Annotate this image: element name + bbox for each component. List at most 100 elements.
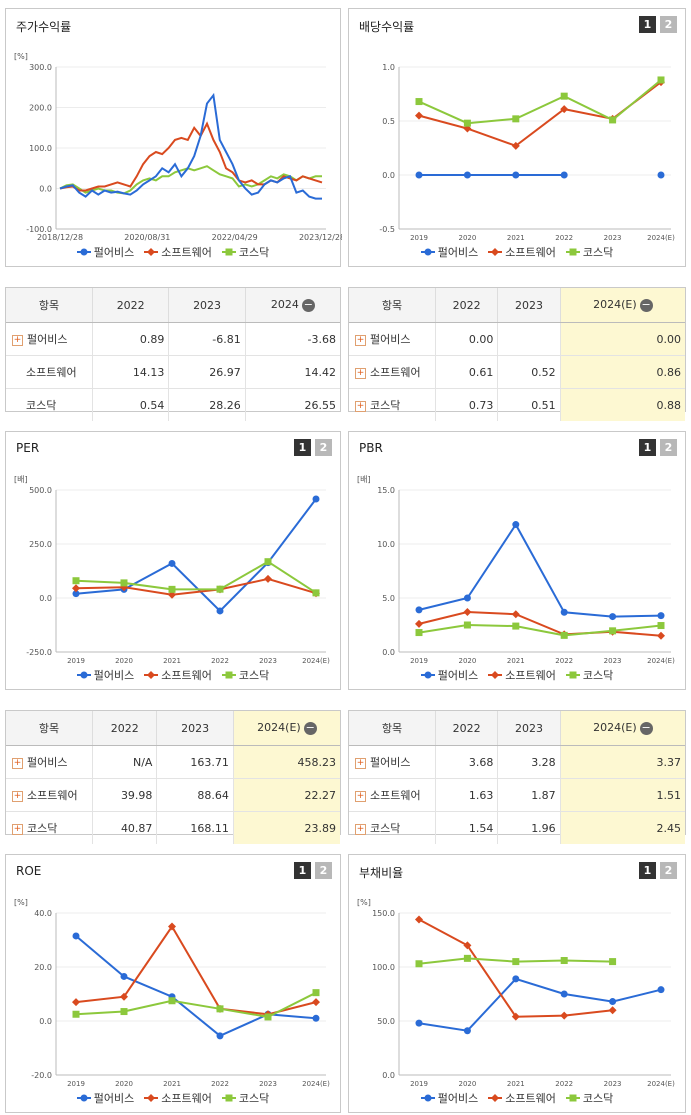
tab-2[interactable]: 2 <box>660 862 677 879</box>
data-point <box>72 932 80 940</box>
data-point <box>120 579 128 587</box>
legend-item[interactable]: 코스닥 <box>221 667 269 683</box>
value-cell: 0.89 <box>92 322 170 356</box>
legend-item[interactable]: 코스닥 <box>565 667 613 683</box>
legend-label: 소프트웨어 <box>505 1092 556 1105</box>
data-table: 항목 2022 2023 2024(E) − + 펄어비스 N/A 163.71 458.23 + 소… <box>6 711 340 844</box>
legend-item[interactable]: 코스닥 <box>565 1090 614 1106</box>
data-point <box>657 631 665 640</box>
row-name: 소프트웨어 <box>26 366 77 379</box>
series-line <box>75 577 317 596</box>
legend-item[interactable]: 펄어비스 <box>76 244 135 260</box>
data-point <box>560 92 568 100</box>
x-tick-label: 2022 <box>555 234 573 242</box>
legend-item[interactable]: 소프트웨어 <box>488 244 556 260</box>
y-tick-label: 20.0 <box>34 963 52 972</box>
y-tick-label: 0.0 <box>39 185 52 194</box>
tab-2[interactable]: 2 <box>660 439 677 456</box>
data-point <box>512 975 520 983</box>
legend-item[interactable]: 소프트웨어 <box>144 667 212 683</box>
collapse-icon[interactable]: − <box>301 297 315 312</box>
chart-legend: 펄어비스 소프트웨어 코스닥 <box>349 1090 685 1106</box>
legend-item[interactable]: 소프트웨어 <box>144 244 212 260</box>
legend-swatch <box>488 671 503 679</box>
chart-tabs: 1 2 <box>294 862 332 879</box>
panel-title: PER <box>16 441 40 455</box>
legend-item[interactable]: 코스닥 <box>221 244 269 260</box>
legend-label: 펄어비스 <box>93 246 135 259</box>
y-unit-label: [%] <box>357 898 371 907</box>
collapse-icon[interactable]: − <box>639 720 653 735</box>
table-header: 2024(E) − <box>560 288 685 323</box>
table-row: 코스닥 0.54 28.26 26.55 <box>6 388 340 421</box>
legend-item[interactable]: 펄어비스 <box>76 667 134 683</box>
expand-icon[interactable]: + <box>12 757 23 769</box>
series-line <box>75 498 317 613</box>
per-chart: [배]500.0 250.0 0.0 -250.0 2019 2020 2021 2022 20… <box>14 475 330 665</box>
expand-icon[interactable]: + <box>355 400 366 412</box>
expand-icon[interactable]: + <box>355 757 366 769</box>
table-header: 2024(E) − <box>233 711 340 746</box>
tab-2[interactable]: 2 <box>315 439 332 456</box>
expand-icon[interactable]: + <box>355 367 366 379</box>
expand-icon[interactable]: + <box>355 790 366 802</box>
legend-item[interactable]: 펄어비스 <box>76 1090 134 1106</box>
collapse-icon[interactable]: − <box>303 720 317 735</box>
x-tick-label: 2022 <box>211 1080 229 1088</box>
row-name-cell: + 펄어비스 <box>6 322 93 356</box>
data-point <box>72 577 80 585</box>
data-point <box>415 1019 423 1027</box>
legend-item[interactable]: 코스닥 <box>221 1090 269 1106</box>
legend-item[interactable]: 코스닥 <box>565 244 613 260</box>
legend-item[interactable]: 펄어비스 <box>420 1090 478 1106</box>
value-cell: 0.73 <box>435 388 499 421</box>
tab-1[interactable]: 1 <box>294 439 311 456</box>
legend-label: 코스닥 <box>582 1092 614 1105</box>
data-point <box>120 972 128 980</box>
x-tick-label: 2018/12/28 <box>37 233 83 242</box>
value-cell <box>497 322 561 356</box>
expand-icon[interactable]: + <box>12 823 23 835</box>
value-cell: 0.00 <box>560 322 685 356</box>
x-tick-label: 2021 <box>507 657 525 665</box>
data-point <box>168 559 176 567</box>
legend-item[interactable]: 소프트웨어 <box>488 667 556 683</box>
series-line <box>418 623 662 637</box>
table-header: 항목 <box>349 288 436 323</box>
expand-icon[interactable]: + <box>355 334 366 346</box>
table-row: + 코스닥 40.87 168.11 23.89 <box>6 811 340 844</box>
data-point <box>463 621 471 629</box>
legend-item[interactable]: 펄어비스 <box>420 244 478 260</box>
data-point <box>312 589 320 597</box>
x-tick-label: 2022/04/29 <box>212 233 258 242</box>
legend-swatch <box>565 1094 580 1102</box>
data-point <box>560 105 569 114</box>
data-point <box>72 590 80 598</box>
value-cell: 1.51 <box>560 778 685 812</box>
x-tick-label: 2020 <box>115 1080 133 1088</box>
x-tick-label: 2020 <box>458 1080 476 1088</box>
tab-1[interactable]: 1 <box>639 16 656 33</box>
value-cell: 0.00 <box>435 322 499 356</box>
expand-icon[interactable]: + <box>12 334 23 346</box>
stock-return-panel: 주가수익률 [%] 300.0 200.0 100.0 0.0 -100.0 2018/12… <box>5 8 342 267</box>
tab-1[interactable]: 1 <box>639 862 656 879</box>
legend-item[interactable]: 소프트웨어 <box>144 1090 212 1106</box>
table-row: 소프트웨어 14.13 26.97 14.42 <box>6 355 340 389</box>
table-header: 항목 <box>349 711 436 746</box>
legend-item[interactable]: 펄어비스 <box>420 667 478 683</box>
legend-item[interactable]: 소프트웨어 <box>488 1090 556 1106</box>
tab-1[interactable]: 1 <box>639 439 656 456</box>
y-tick-label: 300.0 <box>29 63 52 72</box>
row-name: 펄어비스 <box>370 756 411 769</box>
tab-2[interactable]: 2 <box>315 862 332 879</box>
x-tick-label: 2019 <box>67 1080 85 1088</box>
tab-1[interactable]: 1 <box>294 862 311 879</box>
expand-icon[interactable]: + <box>12 790 23 802</box>
tab-2[interactable]: 2 <box>660 16 677 33</box>
legend-label: 소프트웨어 <box>505 669 556 682</box>
x-tick-label: 2021 <box>163 1080 181 1088</box>
y-tick-label: 0.0 <box>382 1071 395 1080</box>
collapse-icon[interactable]: − <box>639 297 653 312</box>
expand-icon[interactable]: + <box>355 823 366 835</box>
